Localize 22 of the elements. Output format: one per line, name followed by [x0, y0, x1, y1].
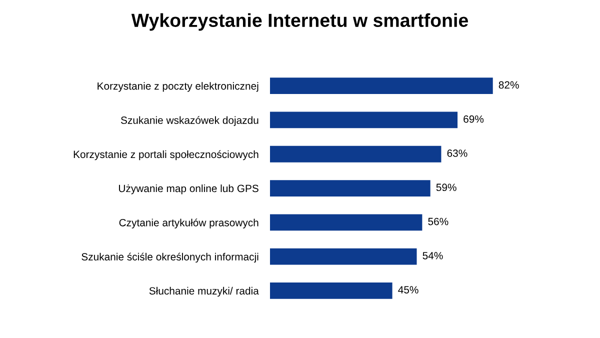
y-tick-label: Czytanie artykułów prasowych [119, 218, 258, 228]
bar [270, 180, 430, 196]
data-label: 63% [447, 150, 468, 157]
y-tick-label: Szukanie wskazówek dojazdu [120, 116, 258, 126]
y-tick-label: Szukanie ściśle określonych informacji [82, 252, 258, 263]
bar [270, 248, 417, 265]
bar [270, 214, 422, 231]
chart-title: Wykorzystanie Internetu w smartfonie [131, 13, 468, 31]
y-tick-label: Słuchanie muzyki/ radia [149, 286, 259, 297]
bar [270, 112, 458, 128]
data-label: 56% [428, 218, 448, 226]
bar [270, 146, 442, 162]
data-label: 82% [498, 81, 519, 89]
y-tick-label: Korzystanie z portali społecznościowych [74, 150, 258, 160]
bar [270, 282, 392, 299]
y-tick-label: Korzystanie z poczty elektronicznej [98, 82, 258, 92]
data-label: 69% [464, 115, 484, 123]
data-label: 54% [422, 252, 443, 260]
data-label: 45% [398, 286, 418, 294]
data-label: 59% [436, 184, 456, 192]
bar [270, 78, 493, 94]
y-tick-label: Używanie map online lub GPS [119, 184, 258, 194]
